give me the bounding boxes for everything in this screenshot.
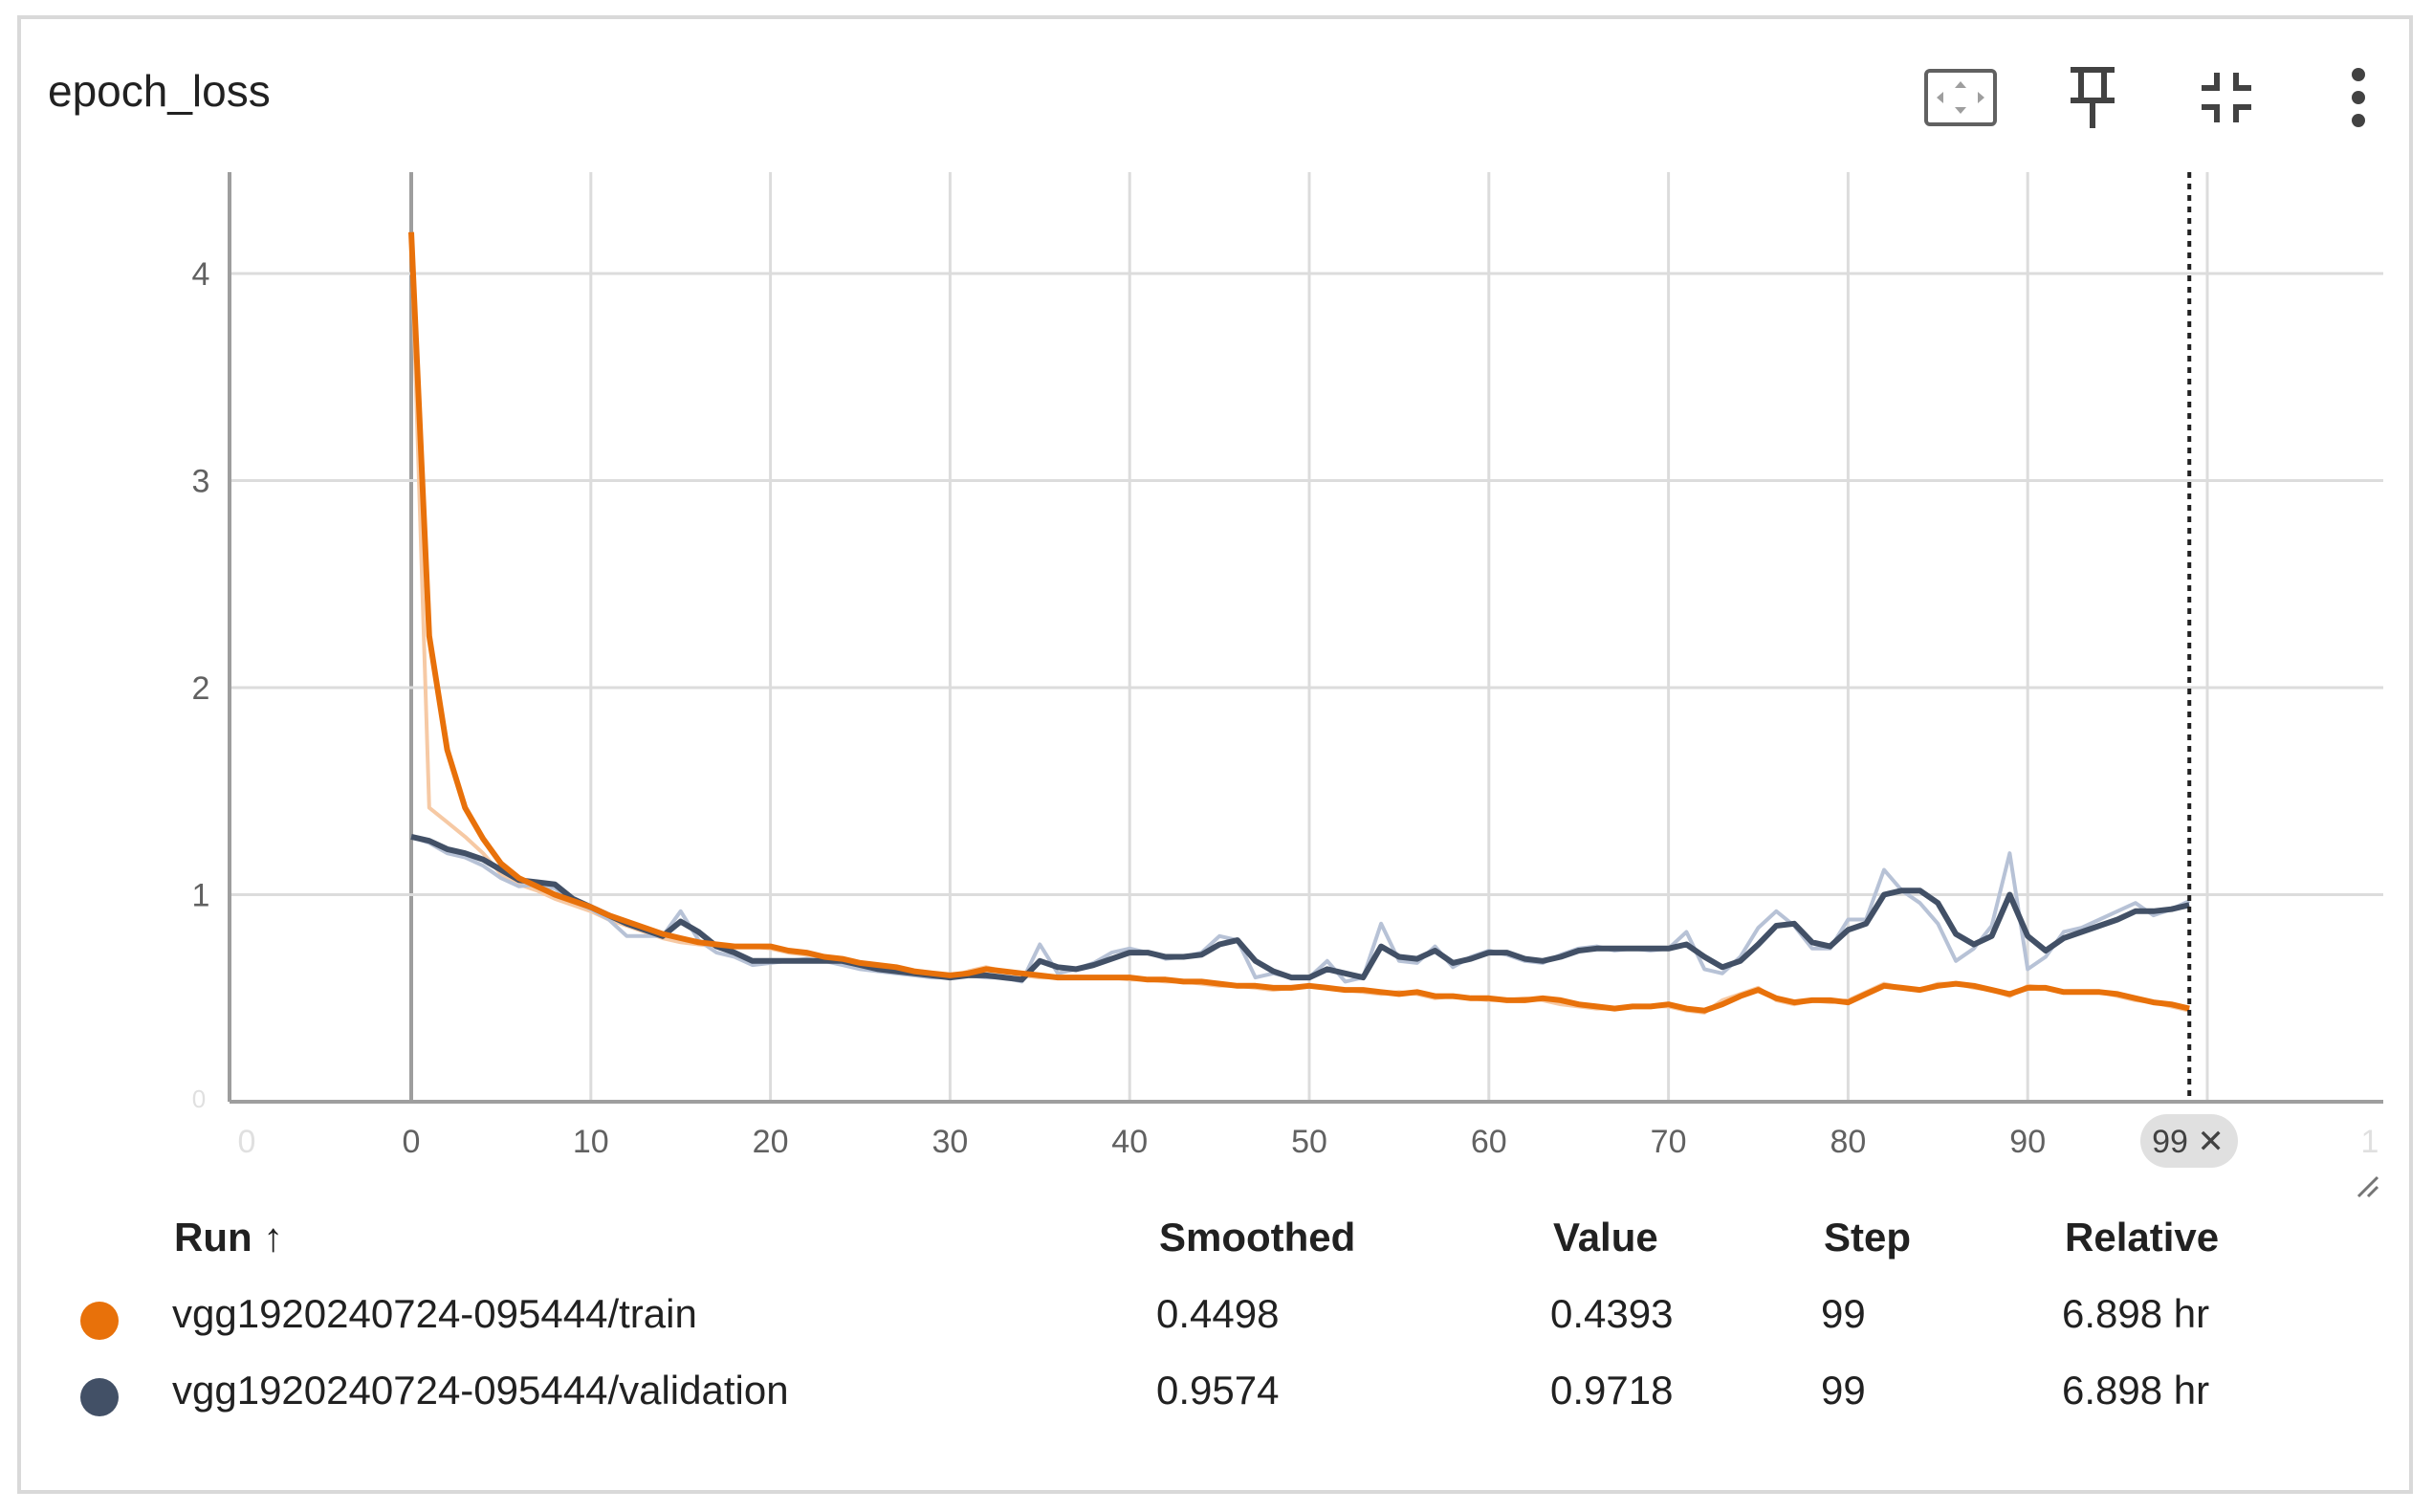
more-vert-icon bbox=[2352, 68, 2365, 127]
smoothed-value: 0.4498 bbox=[1156, 1291, 1280, 1336]
series-smoothed-train[interactable] bbox=[408, 231, 2190, 1014]
header-value[interactable]: Value bbox=[1553, 1215, 1658, 1260]
series-raw-train bbox=[409, 235, 2190, 1015]
collapse-button[interactable] bbox=[2188, 59, 2265, 136]
run-name: vgg1920240724-095444/validation bbox=[172, 1368, 789, 1413]
header-step[interactable]: Step bbox=[1824, 1215, 1912, 1260]
header-smoothed[interactable]: Smoothed bbox=[1159, 1215, 1356, 1260]
x-tick-label: 90 bbox=[2009, 1124, 2046, 1160]
more-button[interactable] bbox=[2320, 59, 2397, 136]
chart-axes bbox=[228, 172, 2383, 1104]
pin-icon bbox=[2071, 67, 2115, 128]
hover-step-chip[interactable]: 99 ✕ bbox=[2140, 1114, 2238, 1168]
card-title: epoch_loss bbox=[48, 66, 271, 116]
pin-button[interactable] bbox=[2054, 59, 2131, 136]
relative-value: 6.898 hr bbox=[2062, 1368, 2210, 1413]
x-tick-label: 40 bbox=[1111, 1124, 1148, 1160]
x-tick-label: 70 bbox=[1651, 1124, 1687, 1160]
chart-grid bbox=[230, 172, 2383, 1102]
series-raw-validation bbox=[410, 835, 2191, 984]
x-tick-label: 30 bbox=[932, 1124, 968, 1160]
x-tick-label: 0 bbox=[403, 1124, 421, 1160]
step-value: 99 bbox=[1821, 1368, 1866, 1413]
x-tick-label: 20 bbox=[753, 1124, 789, 1160]
relative-value: 6.898 hr bbox=[2062, 1291, 2210, 1336]
run-color-dot bbox=[80, 1302, 119, 1340]
hover-chip-bg bbox=[2140, 1114, 2238, 1168]
hover-step-label: 99 ✕ bbox=[2152, 1124, 2225, 1160]
y-tick-label: 1 bbox=[192, 878, 210, 914]
header-run[interactable]: Run ↑ bbox=[174, 1215, 284, 1260]
x-tick-label-edge: 1 bbox=[2361, 1124, 2379, 1160]
y-tick-label: 2 bbox=[192, 670, 210, 707]
x-tick-label: 60 bbox=[1471, 1124, 1507, 1160]
series-smoothed-validation[interactable] bbox=[410, 833, 2190, 983]
raw-value: 0.4393 bbox=[1550, 1291, 1674, 1336]
resize-handle-icon[interactable] bbox=[2353, 1172, 2381, 1200]
run-name: vgg1920240724-095444/train bbox=[172, 1291, 697, 1336]
x-tick-label-edge: 0 bbox=[238, 1124, 256, 1160]
run-color-dot bbox=[80, 1378, 119, 1416]
y-tick-label: 3 bbox=[192, 464, 210, 500]
smoothed-value: 0.9574 bbox=[1156, 1368, 1280, 1413]
fit-domain-button[interactable] bbox=[1922, 59, 1999, 136]
collapse-icon bbox=[2202, 73, 2251, 122]
y-tick-label-edge: 0 bbox=[192, 1085, 206, 1113]
x-tick-label: 10 bbox=[573, 1124, 609, 1160]
scalar-card bbox=[17, 15, 2413, 1494]
raw-value: 0.9718 bbox=[1550, 1368, 1674, 1413]
header-relative[interactable]: Relative bbox=[2065, 1215, 2220, 1260]
x-tick-label: 80 bbox=[1830, 1124, 1866, 1160]
x-tick-label: 50 bbox=[1291, 1124, 1327, 1160]
step-value: 99 bbox=[1821, 1291, 1866, 1336]
fit-domain-icon bbox=[1924, 69, 1997, 126]
y-tick-label: 4 bbox=[192, 256, 210, 293]
